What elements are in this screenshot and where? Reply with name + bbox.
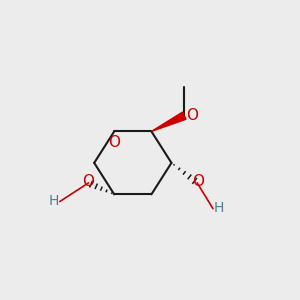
Text: H: H <box>214 201 224 215</box>
Text: H: H <box>48 194 59 208</box>
Text: O: O <box>192 174 204 189</box>
Text: O: O <box>186 108 198 123</box>
Polygon shape <box>152 112 186 131</box>
Text: O: O <box>108 135 120 150</box>
Text: O: O <box>82 174 94 189</box>
